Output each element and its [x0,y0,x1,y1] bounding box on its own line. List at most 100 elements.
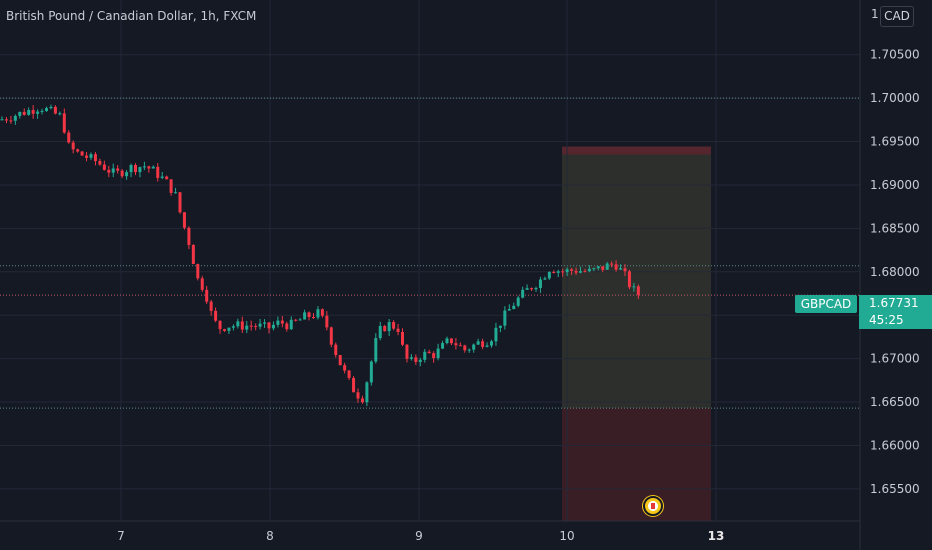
candle-body [156,166,160,178]
y-tick-label: 1.65500 [870,482,920,496]
stop-zone-cap [562,146,711,155]
candle-body [365,382,369,403]
candle-body [13,115,17,121]
candle-body [347,370,351,378]
bar-countdown: 45:25 [869,313,904,327]
candle-body [18,111,22,116]
x-tick-label: 10 [559,529,574,543]
candle-body [85,155,89,158]
candle-body [369,361,373,383]
candle-body [80,151,84,156]
candle-body [240,321,244,330]
candle-body [209,301,213,311]
candle-body [503,310,507,326]
candle-body [285,323,289,330]
candle-body [138,167,142,173]
candle-body [405,344,409,359]
candle-body [583,271,587,273]
candle-body [169,179,173,193]
candle-body [383,325,387,332]
candle-body [276,320,280,325]
candle-body [231,326,235,328]
candle-body [298,319,302,321]
candle-body [22,111,26,115]
candle-body [316,309,320,318]
candle-body [62,113,66,133]
candle-body [196,264,200,279]
candle-body [627,271,631,288]
candle-body [352,377,356,393]
candle-body [392,322,396,329]
x-tick-label: 8 [266,529,274,543]
candle-body [187,227,191,245]
y-tick-label: 1.69000 [870,178,920,192]
candle-body [458,345,462,347]
y-tick-label: 1.66000 [870,438,920,452]
candle-body [89,154,93,158]
candle-body [271,324,275,329]
candle-body [9,120,13,122]
candle-body [343,365,347,371]
candle-body [120,170,124,177]
candle-body [125,172,129,177]
candle-body [476,341,480,345]
y-tick-label: 1.70500 [870,48,920,62]
candle-body [116,168,120,171]
candle-body [387,322,391,332]
candle-body [530,288,534,290]
candle-body [538,279,542,288]
candle-body [320,309,324,316]
candle-body [214,310,218,321]
candle-body [223,329,226,331]
candle-body [165,176,169,180]
candle-body [312,317,315,319]
candle-body [587,268,591,272]
candle-body [334,344,338,356]
candle-body [623,268,627,272]
candle-body [129,164,133,173]
candle-body [485,345,489,347]
candle-body [142,166,146,168]
candle-body [543,278,547,280]
candle-body [289,319,293,330]
candle-body [174,192,178,194]
candle-body [427,351,431,354]
candle-body [249,325,253,327]
candle-body [191,244,195,265]
candle-body [494,327,498,342]
candle-body [49,106,53,109]
candle-body [111,168,115,173]
candle-body [574,270,578,273]
event-flag-icon[interactable] [643,496,663,516]
candle-body [102,164,106,170]
candle-body [454,343,458,346]
candle-body [134,164,137,173]
y-tick-label: 1.69500 [870,135,920,149]
y-tick-label: 1.70000 [870,91,920,105]
candle-body [93,154,97,161]
candle-body [490,341,493,346]
candle-body [467,349,471,351]
candle-body [556,271,560,273]
top-axis-label: 1 [871,7,879,21]
candle-body [481,341,485,347]
candle-body [267,322,271,329]
candle-body [579,271,582,273]
y-tick-label: 1.67000 [870,352,920,366]
currency-button[interactable]: CAD [880,6,914,27]
candle-body [463,345,467,351]
candle-body [409,357,413,359]
candle-body [4,119,8,121]
target-zone [562,154,711,409]
x-tick-label: 9 [415,529,423,543]
candle-body [378,325,382,339]
candle-body [601,266,605,270]
candle-body [71,142,75,150]
last-price: 1.67731 [869,296,919,310]
candle-body [27,109,31,115]
candle-body [507,309,511,311]
candle-body [338,355,342,366]
candle-body [516,297,520,306]
candle-body [254,326,258,328]
